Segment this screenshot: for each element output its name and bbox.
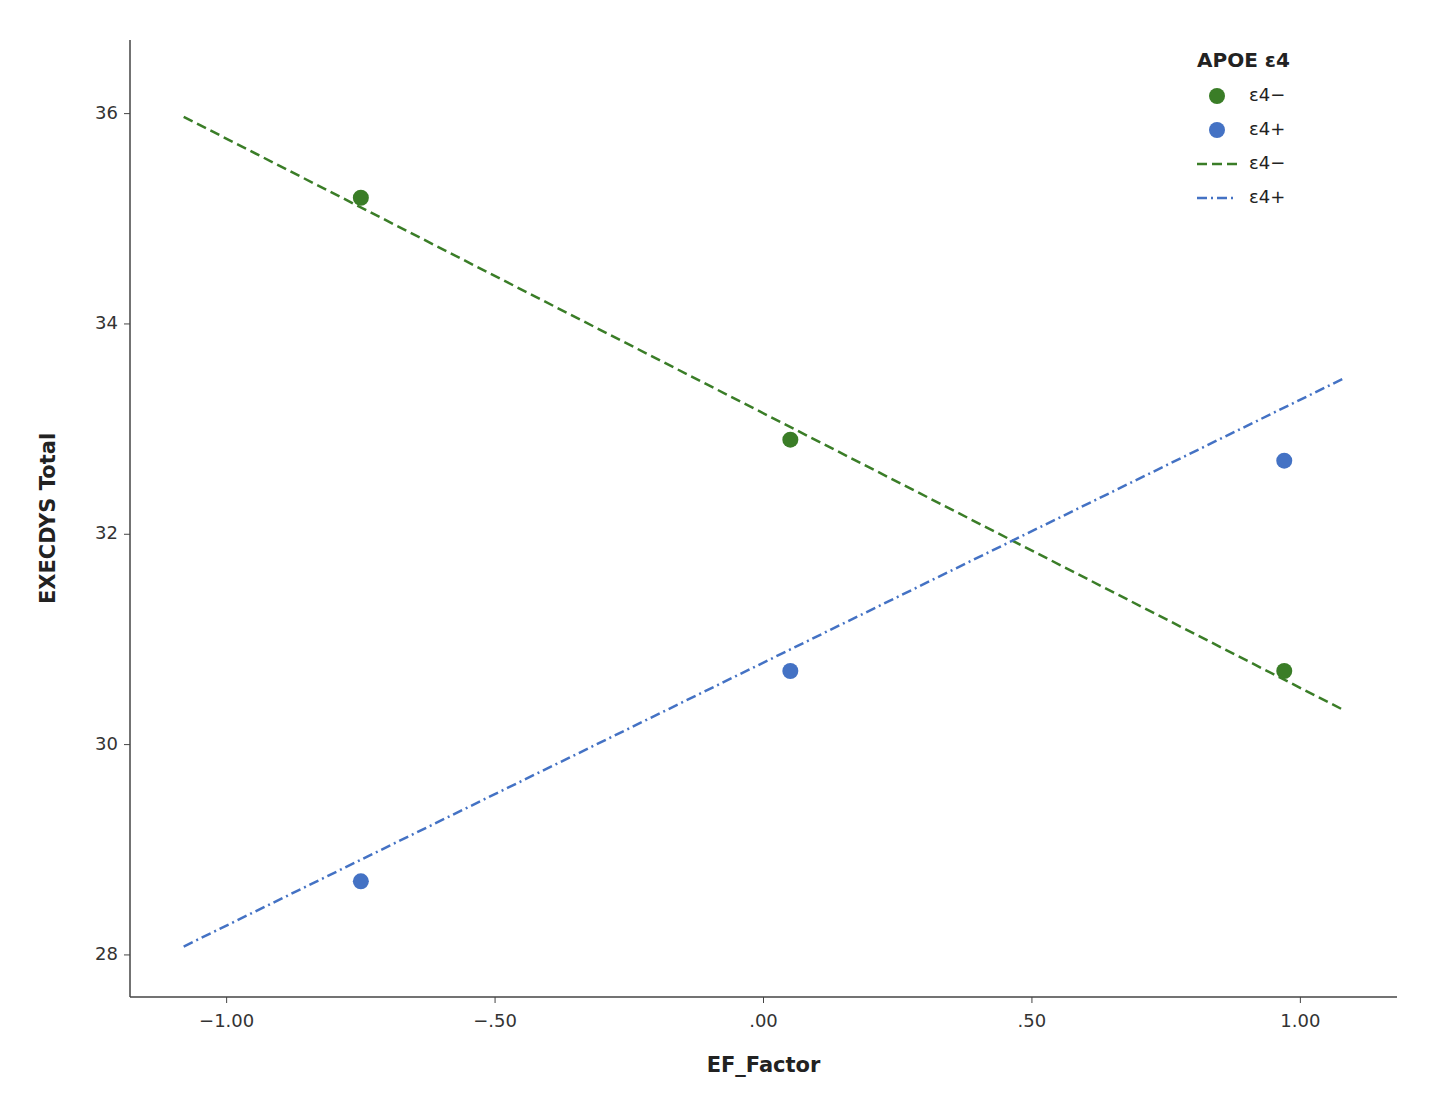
x-tick-label: 1.00 xyxy=(1280,1010,1320,1031)
legend-swatch xyxy=(1209,122,1225,138)
regression-line xyxy=(184,379,1344,947)
legend-swatch xyxy=(1209,88,1225,104)
x-tick xyxy=(1031,997,1032,1003)
axes: −1.00 −.50 .00 .50 1.00 28 30 32 34 36 xyxy=(95,40,1397,1031)
x-tick xyxy=(763,997,764,1003)
y-tick xyxy=(124,534,130,535)
legend-label: ε4+ xyxy=(1249,118,1285,139)
legend: APOE ε4 ε4− ε4+ ε4− ε4+ xyxy=(1197,48,1290,207)
x-tick xyxy=(1300,997,1301,1003)
y-tick-label: 28 xyxy=(95,943,118,964)
regression-line xyxy=(184,117,1344,710)
y-tick-label: 30 xyxy=(95,733,118,754)
legend-swatch xyxy=(1197,197,1237,200)
lines xyxy=(184,117,1344,947)
legend-label: ε4+ xyxy=(1249,186,1285,207)
scatter-point xyxy=(1276,453,1292,469)
x-tick-label: −.50 xyxy=(473,1010,517,1031)
y-axis-label: EXECDYS Total xyxy=(36,433,60,604)
scatter-point xyxy=(1276,663,1292,679)
x-tick-label: .50 xyxy=(1018,1010,1047,1031)
points xyxy=(353,190,1292,890)
y-axis-line xyxy=(129,40,131,997)
x-axis-label: EF_Factor xyxy=(707,1053,821,1077)
legend-label: ε4− xyxy=(1249,152,1285,173)
chart: −1.00 −.50 .00 .50 1.00 28 30 32 34 36 EF_Factor EX… xyxy=(0,0,1437,1117)
x-tick-label: −1.00 xyxy=(199,1010,254,1031)
page: {"chart_data": {"type": "scatter", "xlab… xyxy=(0,0,1437,1117)
y-tick xyxy=(124,954,130,955)
y-tick xyxy=(124,323,130,324)
scatter-point xyxy=(782,432,798,448)
x-tick-label: .00 xyxy=(749,1010,778,1031)
scatter-point xyxy=(353,190,369,206)
x-tick xyxy=(495,997,496,1003)
legend-title: APOE ε4 xyxy=(1197,48,1290,72)
y-tick-label: 36 xyxy=(95,102,118,123)
legend-label: ε4− xyxy=(1249,84,1285,105)
y-tick-label: 34 xyxy=(95,312,118,333)
y-tick-label: 32 xyxy=(95,522,118,543)
x-tick xyxy=(226,997,227,1003)
y-tick xyxy=(124,113,130,114)
plot-marks xyxy=(184,117,1344,947)
scatter-point xyxy=(353,873,369,889)
y-tick xyxy=(124,744,130,745)
scatter-point xyxy=(782,663,798,679)
legend-swatch xyxy=(1197,163,1237,166)
